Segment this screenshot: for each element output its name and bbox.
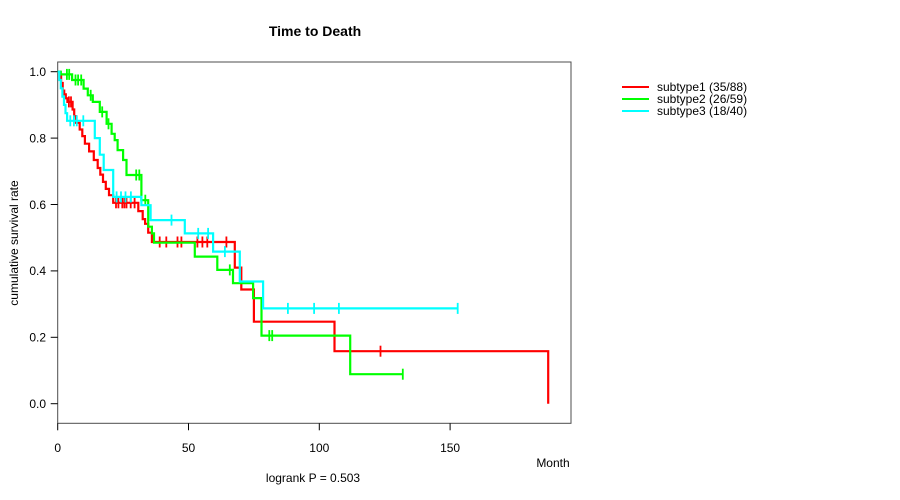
chart-title: Time to Death xyxy=(269,23,361,39)
survival-curve-subtype2 xyxy=(57,70,403,376)
legend-label-subtype1: subtype1 (35/88) xyxy=(657,80,748,94)
y-axis-tick-label: 1.0 xyxy=(29,65,46,79)
legend-swatch-subtype3 xyxy=(622,109,649,113)
legend-label-subtype2: subtype2 (26/59) xyxy=(657,92,748,106)
y-axis-tick-label: 0.0 xyxy=(29,397,46,411)
y-axis-tick-label: 0.2 xyxy=(29,331,46,345)
axes-layer: 0 50 100 150 0.0 0.2 0.4 0.6 0.8 1.0 xyxy=(29,61,572,455)
legend: subtype1 (35/88) subtype2 (26/59) subtyp… xyxy=(622,81,747,117)
curves-layer xyxy=(57,68,550,404)
y-axis-tick-label: 0.6 xyxy=(29,198,46,212)
x-axis-tick-label: 150 xyxy=(440,441,460,455)
x-axis-title: Month xyxy=(536,456,569,470)
legend-row-subtype1: subtype1 (35/88) xyxy=(622,81,747,93)
x-axis-tick-label: 0 xyxy=(54,441,61,455)
logrank-annotation: logrank P = 0.503 xyxy=(266,471,361,485)
legend-swatch-subtype2 xyxy=(622,97,649,101)
legend-swatch-subtype1 xyxy=(622,85,649,89)
legend-row-subtype3: subtype3 (18/40) xyxy=(622,105,747,117)
x-axis-tick-label: 50 xyxy=(182,441,196,455)
y-axis-tick-label: 0.4 xyxy=(29,264,46,278)
survival-curve-subtype3 xyxy=(57,70,458,310)
y-axis-title: cumulative survival rate xyxy=(7,180,21,306)
plot-box xyxy=(57,61,572,424)
legend-label-subtype3: subtype3 (18/40) xyxy=(657,104,748,118)
x-axis-tick-label: 100 xyxy=(309,441,329,455)
survival-curve-subtype1 xyxy=(57,70,550,404)
legend-row-subtype2: subtype2 (26/59) xyxy=(622,93,747,105)
y-axis-tick-label: 0.8 xyxy=(29,131,46,145)
